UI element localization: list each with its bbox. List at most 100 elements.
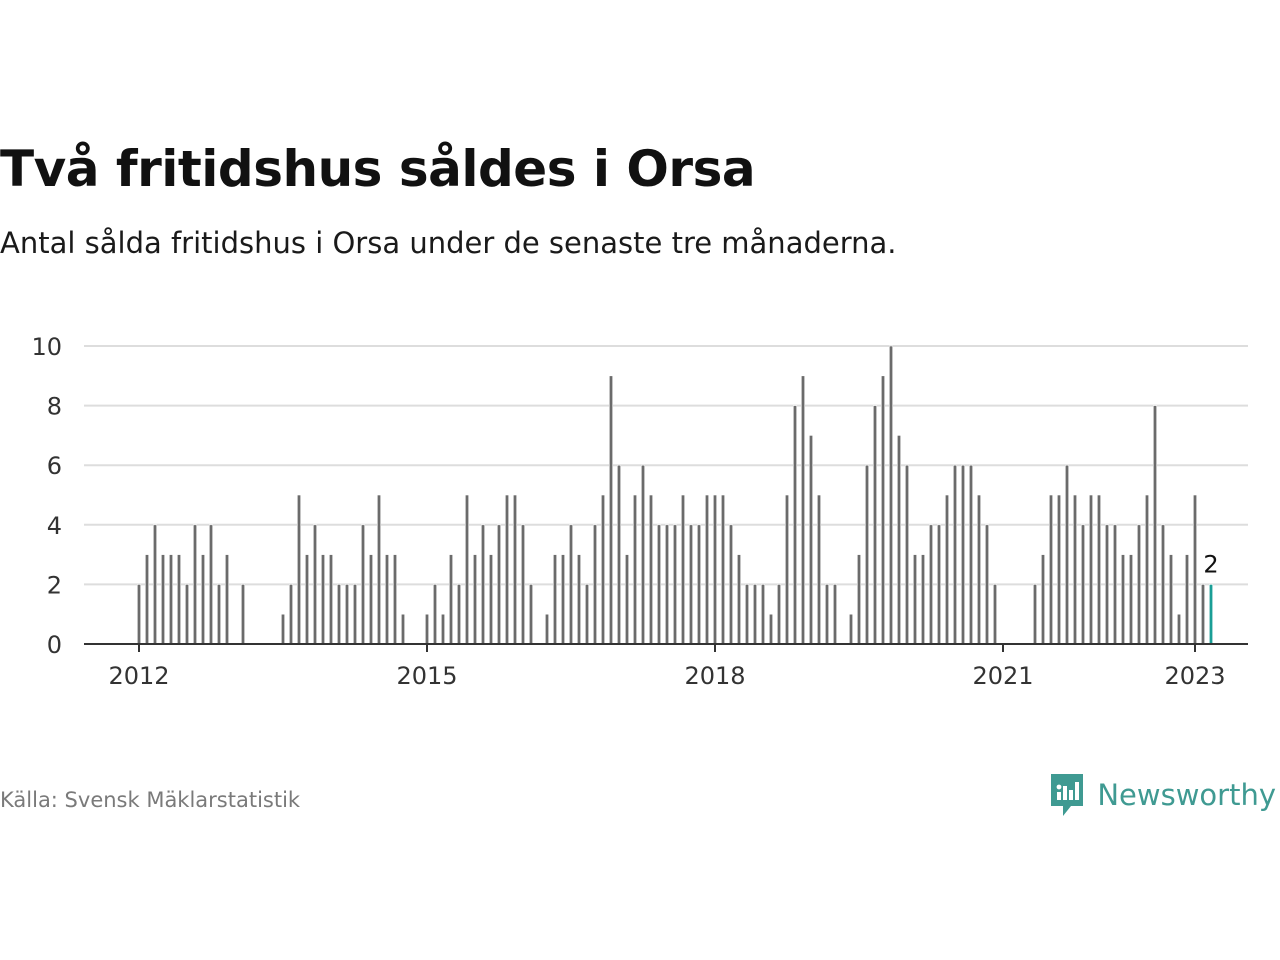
chart-title: Två fritidshus såldes i Orsa <box>0 140 756 198</box>
bar <box>528 584 533 645</box>
bar <box>296 494 301 645</box>
bar <box>432 584 437 645</box>
bar <box>760 584 765 645</box>
bar <box>744 584 749 645</box>
bar <box>1033 584 1038 645</box>
y-tick-label: 2 <box>47 571 62 599</box>
bar <box>1065 464 1070 645</box>
bar <box>209 524 214 645</box>
bar <box>352 584 357 645</box>
bar <box>280 613 285 645</box>
bar <box>720 494 725 645</box>
bar <box>896 435 901 645</box>
bar <box>464 494 469 645</box>
bar <box>161 554 166 645</box>
bar <box>384 554 389 645</box>
y-tick-label: 4 <box>47 512 62 540</box>
x-tick-label: 2012 <box>108 662 169 690</box>
bar <box>288 584 293 645</box>
bar <box>832 584 837 645</box>
bar <box>336 584 341 645</box>
bar <box>960 464 965 645</box>
bar <box>360 524 365 645</box>
bar <box>504 494 509 645</box>
bar <box>944 494 949 645</box>
bar <box>816 494 821 645</box>
bar <box>608 375 613 645</box>
bar <box>704 494 709 645</box>
bar <box>1169 554 1174 645</box>
bar <box>712 494 717 645</box>
bar <box>576 554 581 645</box>
source-note: Källa: Svensk Mäklarstatistik <box>0 788 301 812</box>
bar <box>368 554 373 645</box>
bar <box>544 613 549 645</box>
bar <box>153 524 158 645</box>
bar <box>488 554 493 645</box>
bar <box>592 524 597 645</box>
bar <box>1161 524 1166 645</box>
bar <box>768 613 773 645</box>
y-tick-label: 10 <box>31 333 62 361</box>
bar <box>217 584 222 645</box>
bar <box>344 584 349 645</box>
bar <box>177 554 182 645</box>
bar <box>512 494 517 645</box>
bar <box>1137 524 1142 645</box>
bar <box>1041 554 1046 645</box>
bar <box>800 375 805 645</box>
bar <box>304 554 309 645</box>
bar <box>312 524 317 645</box>
bar <box>1097 494 1102 645</box>
bar <box>1113 524 1118 645</box>
bar <box>137 584 142 645</box>
bar <box>201 554 206 645</box>
bar <box>424 613 429 645</box>
bar <box>792 405 797 645</box>
bar <box>480 524 485 645</box>
bar <box>392 554 397 645</box>
bar <box>448 554 453 645</box>
x-tick-label: 2018 <box>684 662 745 690</box>
bar <box>1177 613 1182 645</box>
bar <box>440 613 445 645</box>
x-tick-label: 2023 <box>1164 662 1225 690</box>
chart-subtitle: Antal sålda fritidshus i Orsa under de s… <box>0 226 897 260</box>
bar <box>1105 524 1110 645</box>
bar <box>1121 554 1126 645</box>
bar <box>880 375 885 645</box>
bar <box>320 554 325 645</box>
bar <box>920 554 925 645</box>
bar <box>912 554 917 645</box>
bar <box>736 554 741 645</box>
x-tick-label: 2015 <box>396 662 457 690</box>
bar <box>496 524 501 645</box>
bar <box>1145 494 1150 645</box>
bar <box>1089 494 1094 645</box>
bar <box>472 554 477 645</box>
bar <box>1073 494 1078 645</box>
bar <box>568 524 573 645</box>
bar <box>456 584 461 645</box>
highlight-bar <box>1209 584 1214 645</box>
bar <box>872 405 877 645</box>
bar <box>656 524 661 645</box>
bar <box>584 584 589 645</box>
bar <box>520 524 525 645</box>
bar <box>992 584 997 645</box>
bar <box>400 613 405 645</box>
bar <box>696 524 701 645</box>
bar <box>824 584 829 645</box>
y-tick-label: 0 <box>47 631 62 659</box>
bar <box>688 524 693 645</box>
bar <box>225 554 230 645</box>
highlight-value-label: 2 <box>1203 550 1218 578</box>
y-tick-label: 8 <box>47 393 62 421</box>
newsworthy-logo-icon <box>1051 774 1084 816</box>
x-tick-label: 2021 <box>972 662 1033 690</box>
bar <box>864 464 869 645</box>
bar <box>856 554 861 645</box>
bar <box>185 584 190 645</box>
bar <box>1185 554 1190 645</box>
bar <box>560 554 565 645</box>
